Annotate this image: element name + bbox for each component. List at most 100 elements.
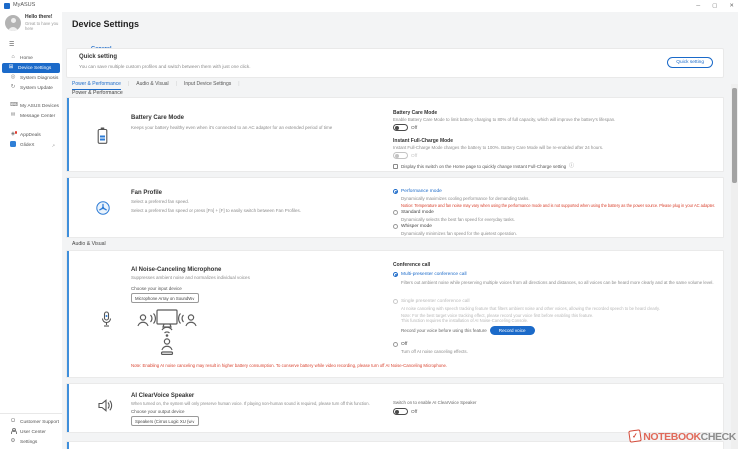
clearvoice-speaker-toggle[interactable] [393,408,408,415]
clearvoice-speaker-toggle-state: Off [411,409,418,414]
fan-icon [96,201,110,220]
performance-mode-notice: Notice: Temperature and fan noise may va… [401,202,716,208]
glidex-icon [10,141,16,149]
main-content: Device Settings General Quick setting Yo… [62,12,738,449]
performance-mode-label: Performance mode [401,189,442,194]
scrollbar-thumb[interactable] [732,88,737,183]
window-title: MyASUS [13,2,36,8]
battery-care-mode-title: Battery Care Mode [393,110,438,116]
fan-card-title: Fan Profile [131,190,163,196]
standard-mode-radio[interactable] [393,210,398,215]
instant-full-charge-toggle-state: Off [411,153,418,158]
sidebar-item-label: System Update [20,85,53,91]
watermark-check-icon: ✓ [628,429,642,443]
record-voice-button[interactable]: Record voice [489,326,535,336]
record-voice-label: Record your voice before using this feat… [401,328,487,334]
sidebar-item-label: Message Center [20,113,56,119]
instant-full-charge-title: Instant Full-Charge Mode [393,138,453,144]
sidebar-item-label: System Diagnosis [20,75,59,81]
chevron-down-icon: ∨ [191,418,195,424]
sidebar-item-my-asus-devices[interactable]: ⌨ My ASUS Devices [2,101,60,111]
input-device-value: Microphone Array on SoundWi... [135,295,192,301]
battery-care-mode-description: Enable Battery Care Mode to limit batter… [393,117,616,122]
home-icon: ⌂ [11,54,15,61]
maximize-icon[interactable]: ▢ [712,3,718,9]
subtab-input-device-settings[interactable]: Input Device Settings [183,81,232,87]
battery-care-toggle-state: Off [411,125,418,130]
device-settings-icon: ⊞ [8,64,14,71]
home-page-switch-checkbox[interactable] [393,164,398,169]
my-asus-devices-icon: ⌨ [10,102,18,109]
whisper-mode-label: Whisper mode [401,224,432,229]
mic-card-title: AI Noise-Canceling Microphone [131,267,222,273]
multi-presenter-label: Multi-presenter conference call [401,272,467,277]
subtab-audio-visual[interactable]: Audio & Visual [136,81,169,87]
instant-full-charge-toggle[interactable] [393,152,408,159]
quick-setting-button[interactable]: Quick setting [667,57,713,68]
battery-card-description: Keeps your battery healthy even when it'… [131,125,333,130]
card-accent-bar [67,251,69,377]
performance-mode-radio[interactable] [393,189,398,194]
sidebar-item-customer-support[interactable]: Ω Customer Support [2,417,60,427]
noise-canceling-off-label: Off [401,342,408,347]
sidebar-item-device-settings[interactable]: ⊞ Device Settings [2,63,60,73]
hamburger-menu-icon[interactable]: ☰ [9,42,15,48]
battery-care-card: Battery Care Mode Keeps your battery hea… [66,97,724,172]
sidebar-item-label: Home [20,55,33,61]
sidebar-item-home[interactable]: ⌂ Home [2,53,60,63]
fan-card-description: Select a preferred fan speed. [131,199,190,204]
sidebar-item-message-center[interactable]: ✉ Message Center [2,111,60,121]
info-icon[interactable]: ⓘ [569,163,575,169]
fan-card-description2: Select a preferred fan speed or press [F… [131,208,301,213]
multi-presenter-radio[interactable] [393,272,398,277]
speaker-switch-label: Switch on to enable AI ClearVoice Speake… [393,400,477,405]
input-device-dropdown[interactable]: Microphone Array on SoundWi... ∨ [131,293,199,303]
window-titlebar: MyASUS ─ ▢ ✕ [0,0,738,12]
card-accent-bar [67,442,69,449]
notebookcheck-watermark: ✓ NOTEBOOKCHECK [628,427,737,445]
noise-canceling-off-description: Turn off AI noise canceling effects. [401,349,468,354]
conference-illustration [135,309,199,364]
input-device-label: Choose your input device [131,286,182,291]
notification-dot [14,131,17,134]
ai-clearvoice-speaker-card: AI ClearVoice Speaker When turned on, th… [66,383,724,433]
single-presenter-description: AI noise canceling with speech tracking … [401,306,660,311]
mic-card-note: Note: Enabling AI noise canceling may re… [131,363,448,368]
close-icon[interactable]: ✕ [729,3,734,9]
page-title: Device Settings [72,19,140,29]
output-device-label: Choose your output device [131,409,185,414]
appdeals-icon: ◈ [10,131,17,138]
sidebar-item-label: Device Settings [18,65,52,71]
scrollbar[interactable] [731,84,738,449]
instant-full-charge-description: Instant Full-Charge Mode charges the bat… [393,145,604,150]
sidebar-item-label: Settings [20,439,38,445]
sidebar-item-settings[interactable]: ⚙ Settings [2,437,60,447]
output-device-dropdown[interactable]: Speakers (Cirrus Logic XU (with... ∨ [131,416,199,426]
subtab-power-performance[interactable]: Power & Performance [72,81,121,90]
multi-presenter-description: Filters out ambient noise while preservi… [401,279,714,285]
sidebar-divider [0,413,62,414]
single-presenter-radio[interactable] [393,299,398,304]
avatar[interactable] [5,14,21,31]
section-label-audio: Audio & Visual [72,241,106,247]
sidebar-item-system-update[interactable]: ↻ System Update [2,83,60,93]
sidebar-item-user-center[interactable]: User Center [2,427,60,437]
conference-call-header: Conference call [393,262,431,268]
standard-mode-label: Standard mode [401,210,434,215]
sidebar-item-label: GlideX [20,142,35,148]
noise-canceling-off-radio[interactable] [393,342,398,347]
subtab-bar: Power & Performance | Audio & Visual | I… [72,81,240,90]
watermark-text-secondary: CHECK [700,431,737,443]
sidebar-item-appdeals[interactable]: ◈ AppDeals [2,130,60,140]
sidebar-item-glidex[interactable]: GlideX ↗ [2,140,60,150]
battery-care-toggle[interactable] [393,124,408,131]
single-presenter-note1: Note: For the best target voice tracking… [401,313,594,318]
profile-block[interactable]: Hello there! Great to have you here [5,14,62,31]
speaker-card-description: When turned on, the system will only pre… [131,401,370,406]
sidebar-item-label: Customer Support [20,419,59,425]
whisper-mode-radio[interactable] [393,224,398,229]
system-diagnosis-icon: ◎ [10,74,16,81]
minimize-icon[interactable]: ─ [696,3,701,9]
sidebar-item-label: My ASUS Devices [20,103,59,109]
sidebar-item-system-diagnosis[interactable]: ◎ System Diagnosis [2,73,60,83]
